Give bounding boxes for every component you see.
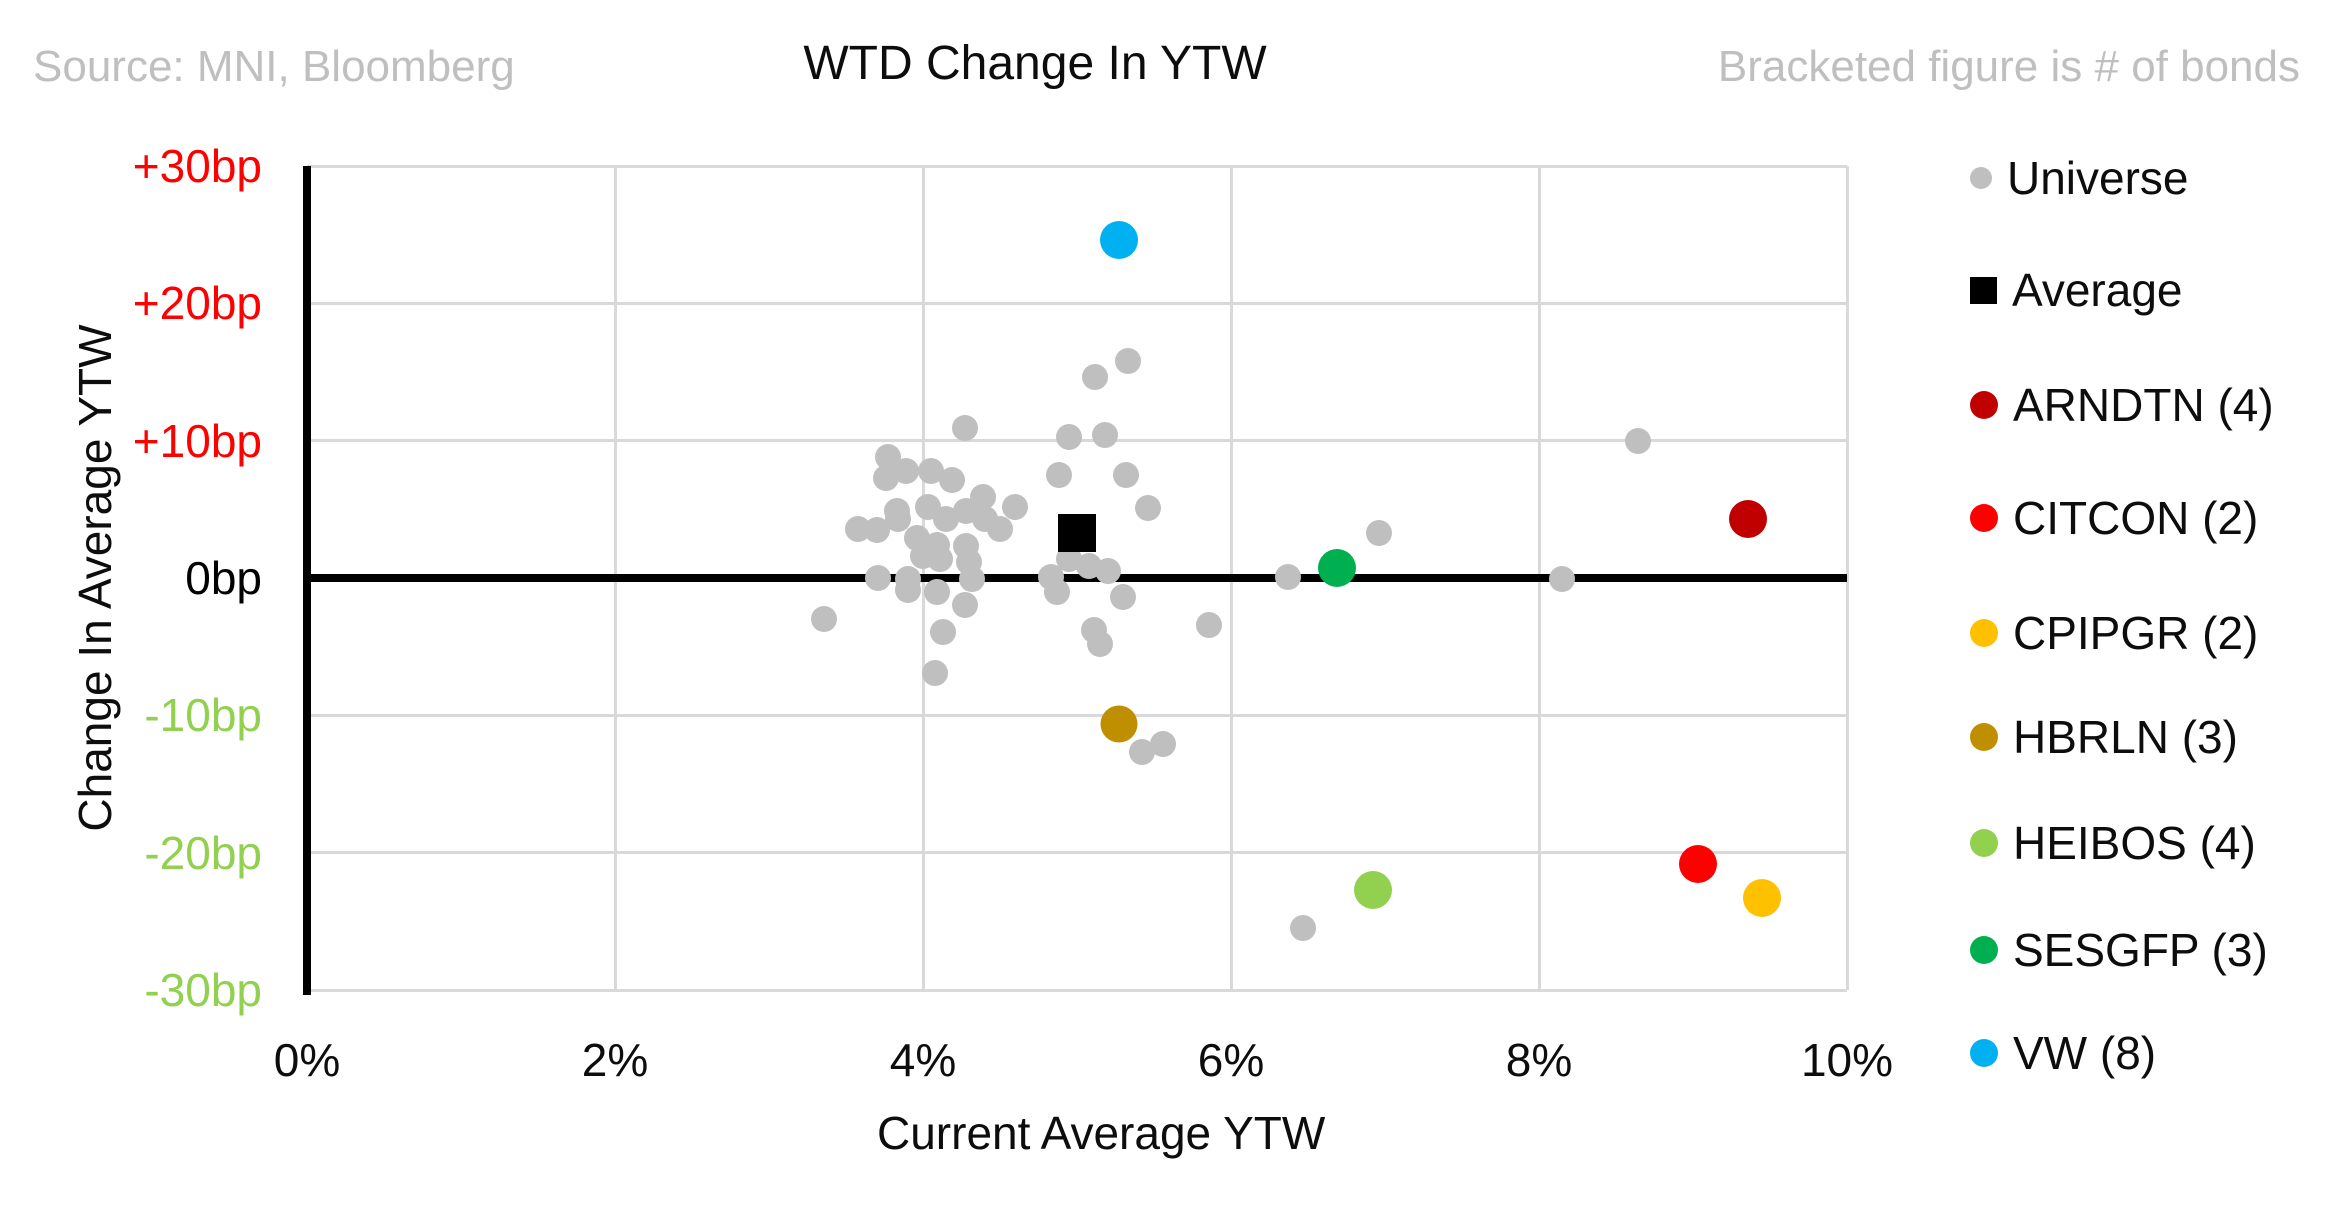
chart-title: WTD Change In YTW	[803, 37, 1267, 90]
point-universe	[1087, 630, 1114, 657]
x-axis-title: Current Average YTW	[877, 1107, 1326, 1159]
point-universe	[1043, 578, 1070, 605]
point-universe	[1196, 611, 1223, 638]
v-gridline-10	[1845, 166, 1849, 990]
x-tick-label-8: 8%	[1505, 1034, 1573, 1086]
legend-item-arndtn: ARNDTN (4)	[1970, 373, 2274, 437]
h-gridline--10	[307, 713, 1847, 717]
plot-area	[303, 164, 1849, 995]
point-universe	[1365, 519, 1392, 546]
point-universe	[987, 515, 1013, 542]
point-universe	[922, 659, 949, 686]
legend-marker-citcon	[1970, 504, 1998, 532]
legend-item-hbrln: HBRLN (3)	[1970, 705, 2238, 769]
y-tick-label--30: -30bp	[144, 964, 262, 1016]
x-tick-label-2: 2%	[581, 1034, 649, 1086]
point-universe	[951, 592, 978, 619]
point-heibos	[1353, 870, 1392, 909]
x-tick-label-10: 10%	[1800, 1034, 1894, 1086]
legend-label-sesgfp: SESGFP (3)	[2013, 924, 2268, 976]
legend-label-citcon: CITCON (2)	[2013, 492, 2259, 544]
point-universe	[1110, 584, 1137, 611]
point-universe	[939, 467, 966, 494]
y-tick-label-0: 0bp	[185, 552, 262, 604]
point-universe	[1056, 423, 1083, 450]
y-tick-label-10: +10bp	[132, 414, 262, 467]
point-universe	[951, 415, 978, 442]
point-universe	[923, 578, 950, 605]
point-universe	[1549, 566, 1576, 593]
point-universe	[885, 505, 912, 532]
point-universe	[959, 566, 986, 593]
legend-label-universe: Universe	[2007, 152, 2189, 204]
point-vw	[1099, 221, 1138, 260]
legend-label-average: Average	[2012, 264, 2183, 316]
legend-item-cpipgr: CPIPGR (2)	[1970, 601, 2258, 665]
point-universe	[1274, 563, 1301, 590]
point-universe	[1002, 493, 1029, 520]
legend-marker-sesgfp	[1970, 936, 1998, 964]
legend-marker-arndtn	[1970, 391, 1998, 419]
y-tick-label--10: -10bp	[144, 689, 262, 742]
legend: Universe Average ARNDTN (4) CITCON (2) CPIPG…	[1962, 0, 2325, 1219]
point-universe	[865, 565, 892, 591]
bracket-note: Bracketed figure is # of bonds	[1717, 42, 2300, 91]
h-gridline-20	[307, 301, 1847, 305]
legend-marker-heibos	[1970, 829, 1998, 857]
legend-label-arndtn: ARNDTN (4)	[2013, 379, 2274, 431]
legend-item-heibos: HEIBOS (4)	[1970, 811, 2256, 875]
legend-item-vw: VW (8)	[1970, 1021, 2156, 1085]
legend-marker-universe	[1970, 167, 1992, 189]
point-universe	[1082, 364, 1109, 391]
point-universe	[1134, 494, 1161, 521]
legend-marker-cpipgr	[1970, 619, 1998, 647]
legend-item-average: Average	[1970, 258, 2183, 322]
point-universe	[1624, 427, 1651, 454]
point-arndtn	[1729, 499, 1768, 538]
source-note: Source: MNI, Bloomberg	[33, 42, 515, 91]
point-universe	[1290, 915, 1317, 942]
h-gridline--30	[307, 988, 1847, 992]
point-universe	[1045, 462, 1072, 488]
h-gridline--20	[307, 851, 1847, 855]
point-citcon	[1678, 844, 1717, 883]
point-sesgfp	[1318, 549, 1357, 588]
y-tick-label--20: -20bp	[144, 826, 262, 879]
point-hbrln	[1100, 705, 1138, 743]
legend-marker-average	[1970, 276, 1997, 304]
legend-item-citcon: CITCON (2)	[1970, 486, 2258, 550]
point-universe	[1150, 731, 1177, 758]
legend-item-sesgfp: SESGFP (3)	[1970, 918, 2268, 982]
x-tick-label-6: 6%	[1197, 1034, 1265, 1086]
zero-baseline	[307, 574, 1847, 582]
legend-label-heibos: HEIBOS (4)	[2013, 817, 2256, 869]
point-average	[1058, 513, 1096, 552]
point-universe	[930, 618, 957, 645]
point-universe	[1094, 558, 1121, 585]
legend-item-universe: Universe	[1970, 146, 2189, 210]
legend-marker-hbrln	[1970, 723, 1998, 751]
legend-marker-vw	[1970, 1039, 1998, 1067]
legend-label-cpipgr: CPIPGR (2)	[2013, 607, 2259, 659]
legend-label-hbrln: HBRLN (3)	[2013, 711, 2238, 763]
point-universe	[893, 457, 920, 484]
point-universe	[1091, 422, 1118, 449]
point-universe	[970, 483, 997, 510]
h-gridline-30	[307, 164, 1847, 168]
x-tick-label-0: 0%	[273, 1034, 341, 1086]
y-tick-label-20: +20bp	[132, 277, 262, 330]
legend-label-vw: VW (8)	[2013, 1027, 2157, 1079]
point-universe	[894, 577, 921, 604]
point-universe	[1114, 348, 1141, 374]
y-tick-label-30: +30bp	[132, 140, 262, 192]
point-universe	[811, 606, 838, 633]
point-universe	[926, 545, 953, 572]
point-universe	[1113, 462, 1140, 488]
point-cpipgr	[1743, 878, 1782, 917]
x-tick-label-4: 4%	[889, 1034, 957, 1086]
